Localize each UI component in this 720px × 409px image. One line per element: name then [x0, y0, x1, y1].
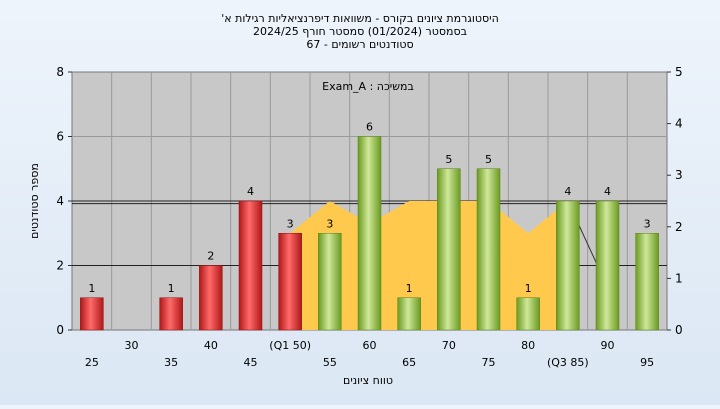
bar-value-label: 1 — [88, 282, 95, 295]
x-tick-label: 95 — [640, 356, 654, 369]
x-tick-label: (Q3 85) — [547, 356, 589, 369]
x-tick-label: 40 — [204, 339, 218, 352]
y-tick-label: 8 — [56, 65, 64, 79]
chart-annotation: Exam_A : במשיכה — [322, 80, 414, 93]
y2-tick-label: 2 — [675, 220, 683, 234]
x-tick-label: 55 — [323, 356, 337, 369]
x-tick-label: (Q1 50) — [269, 339, 311, 352]
bar-value-label: 3 — [287, 217, 294, 230]
y2-tick-label: 4 — [675, 117, 683, 131]
x-tick-label: 35 — [164, 356, 178, 369]
y-tick-label: 2 — [56, 259, 64, 273]
x-tick-labels: 25 30 35 40 45 (Q1 50) 55 60 65 70 75 80 (Q3 85) 90 95 — [85, 339, 654, 369]
x-tick-label: 70 — [442, 339, 456, 352]
y2-tick-label: 0 — [675, 323, 683, 337]
chart-title-line1: 'היסטוגרמת ציונים בקורס - משוואות דיפרנצ… — [221, 12, 499, 25]
bar-55 — [318, 233, 342, 331]
bar-65 — [397, 297, 421, 331]
x-tick-label: 65 — [402, 356, 416, 369]
x-axis-label: טווח ציונים — [343, 374, 393, 387]
bars — [80, 136, 659, 331]
chart-title-line2: בסמסטר (01/2024) סמסטר חורף 2024/25 — [253, 25, 467, 38]
bar-value-label: 5 — [485, 153, 492, 166]
bar-value-label: 1 — [406, 282, 413, 295]
y-tick-label: 6 — [56, 130, 64, 144]
x-tick-label: 80 — [521, 339, 535, 352]
bar-value-label: 6 — [366, 121, 373, 134]
bar-60 — [357, 136, 382, 331]
bar-value-label: 3 — [644, 217, 651, 230]
x-tick-label: 60 — [363, 339, 377, 352]
bar-value-label: 4 — [564, 185, 571, 198]
bar-45 — [238, 200, 263, 331]
y-axis-label: מספר סטודנטים — [28, 163, 41, 239]
x-tick-label: 90 — [601, 339, 615, 352]
bar-value-label: 1 — [168, 282, 175, 295]
y2-tick-label: 1 — [675, 271, 683, 285]
bar-80 — [516, 297, 540, 331]
bar-value-label: 2 — [207, 250, 214, 263]
bar-35 — [159, 297, 183, 331]
bar-50 — [278, 233, 302, 331]
bar-value-label: 5 — [445, 153, 452, 166]
x-tick-label: 75 — [482, 356, 496, 369]
bar-value-label: 4 — [247, 185, 254, 198]
bar-75 — [476, 168, 501, 331]
y2-tick-label: 5 — [675, 65, 683, 79]
bar-90 — [595, 200, 620, 331]
bar-70 — [437, 168, 461, 331]
chart-title-line3: סטודנטים רשומים - 67 — [306, 38, 413, 51]
bar-25 — [80, 297, 104, 331]
bar-40 — [199, 265, 223, 331]
x-tick-label: 45 — [244, 356, 258, 369]
bar-value-labels: 1 1 2 4 3 3 6 1 5 5 1 4 4 3 — [88, 121, 650, 295]
y2-tick-label: 3 — [675, 168, 683, 182]
bar-value-label: 1 — [525, 282, 532, 295]
bar-95 — [635, 233, 659, 331]
bar-value-label: 3 — [326, 217, 333, 230]
bar-85 — [556, 200, 580, 331]
bar-value-label: 4 — [604, 185, 611, 198]
x-tick-label: 25 — [85, 356, 99, 369]
y-tick-labels: 0 2 4 6 8 — [56, 65, 72, 337]
y-tick-label: 4 — [56, 194, 64, 208]
x-tick-label: 30 — [125, 339, 139, 352]
y-tick-label: 0 — [56, 323, 64, 337]
y2-tick-labels: 0 1 2 3 4 5 — [667, 65, 683, 337]
